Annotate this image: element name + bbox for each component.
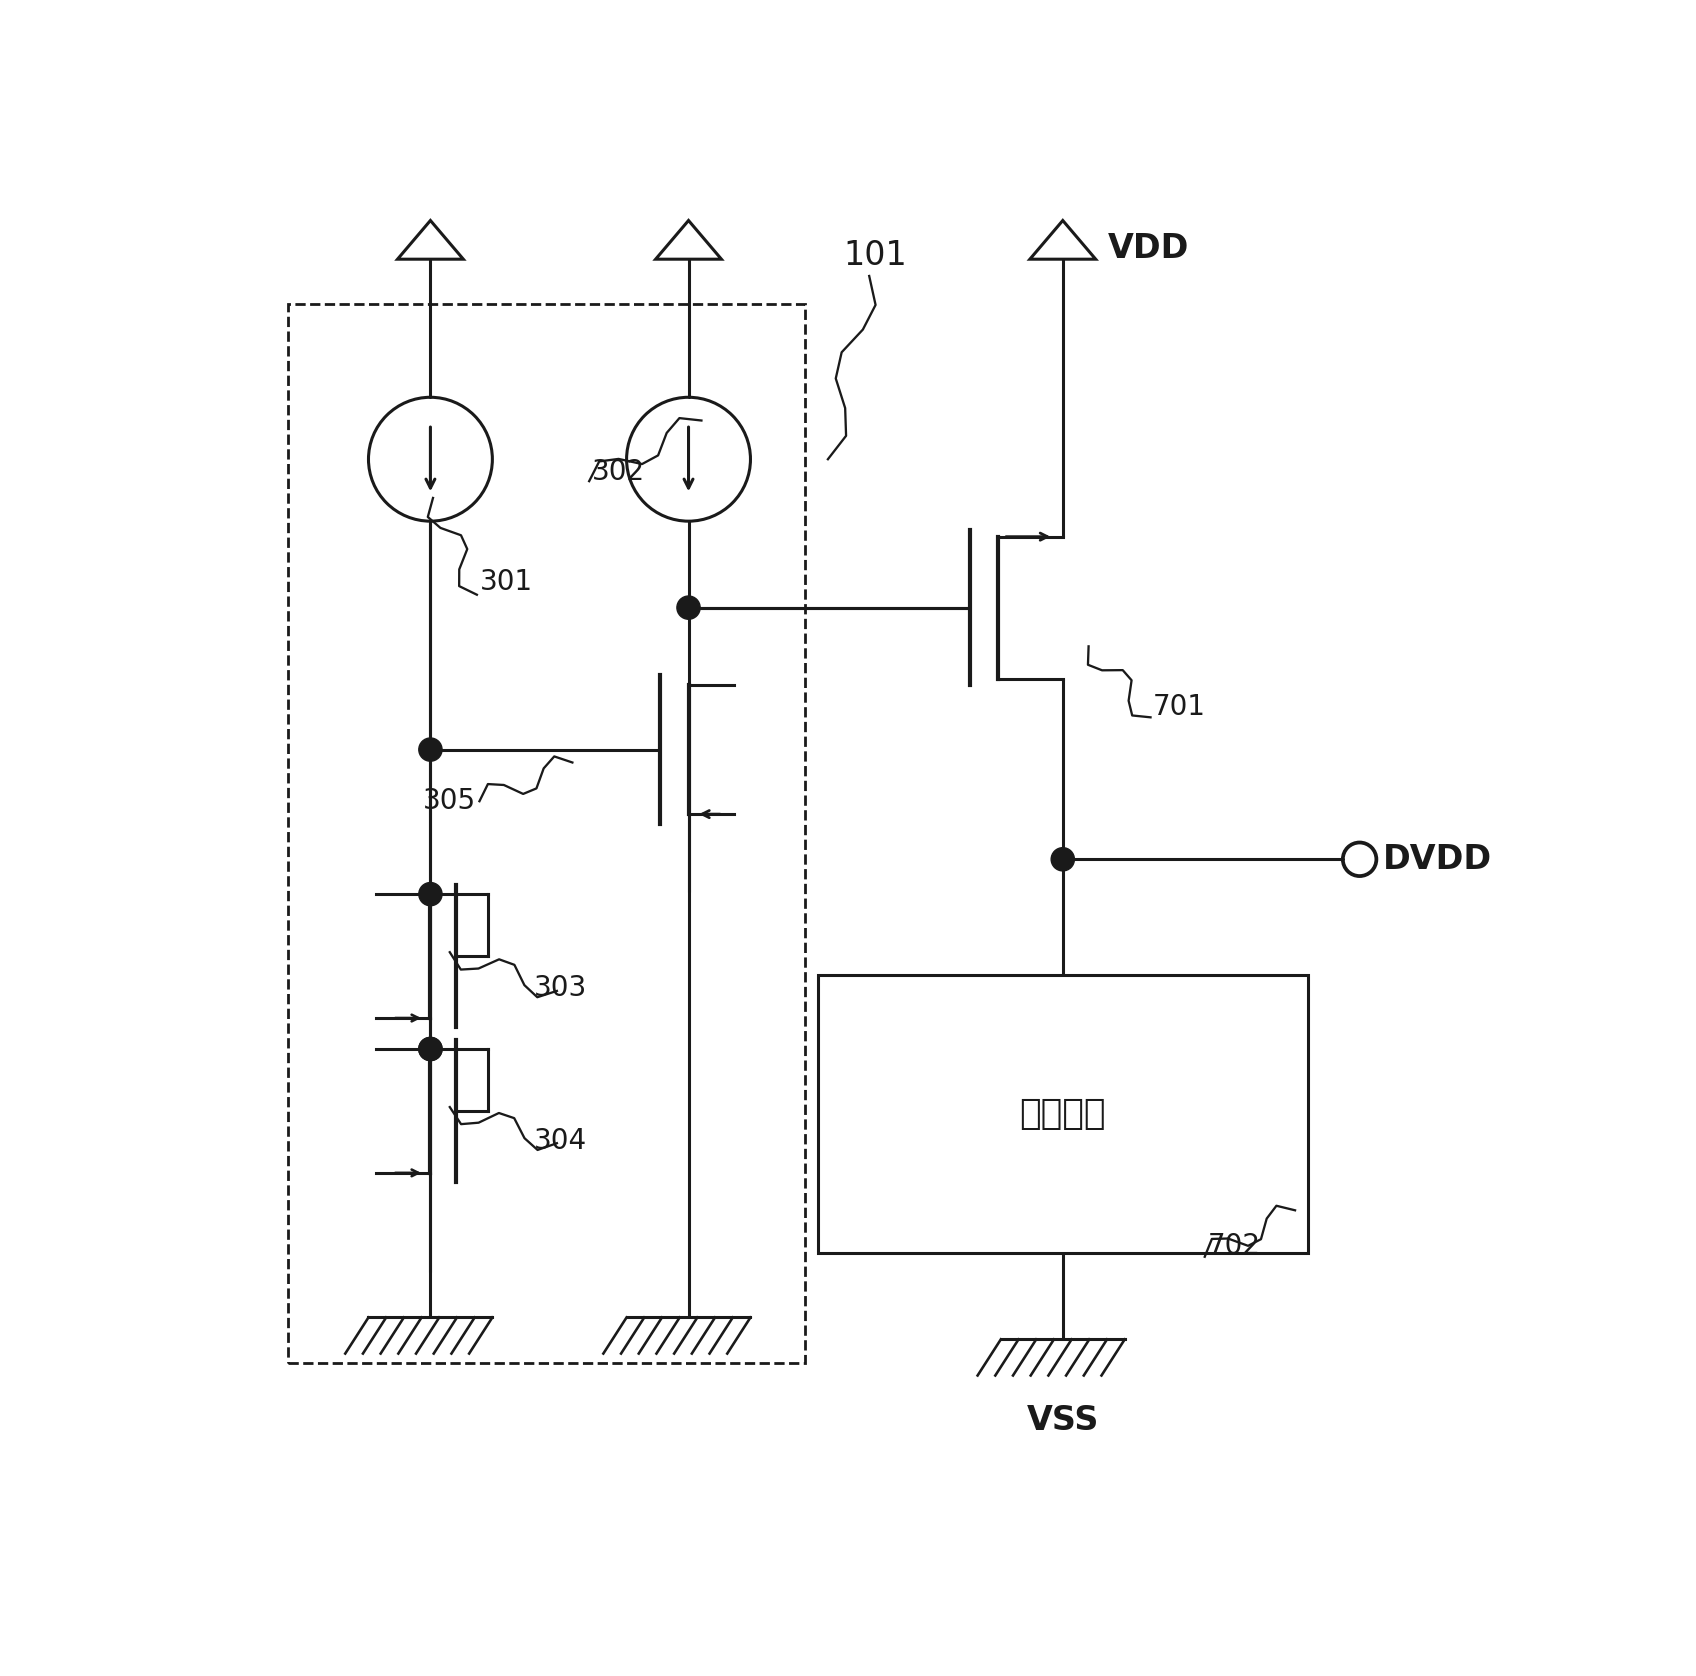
Circle shape [419, 883, 443, 905]
Text: 302: 302 [592, 458, 644, 486]
Text: 301: 301 [480, 568, 533, 597]
Text: VSS: VSS [1026, 1404, 1099, 1436]
Circle shape [1052, 848, 1074, 872]
Circle shape [419, 1037, 443, 1061]
Circle shape [419, 1037, 443, 1061]
Text: VDD: VDD [1107, 233, 1189, 265]
Text: 701: 701 [1153, 692, 1206, 721]
Text: 逻辑电路: 逻辑电路 [1019, 1098, 1106, 1131]
Text: 305: 305 [422, 788, 475, 815]
Circle shape [419, 737, 443, 761]
Text: 303: 303 [534, 974, 587, 1002]
Text: 702: 702 [1208, 1232, 1260, 1260]
Text: DVDD: DVDD [1382, 843, 1492, 877]
Bar [817, 975, 1308, 1254]
Circle shape [677, 597, 700, 618]
Text: 101: 101 [845, 238, 907, 272]
Bar [288, 305, 804, 1363]
Text: 304: 304 [534, 1126, 587, 1155]
